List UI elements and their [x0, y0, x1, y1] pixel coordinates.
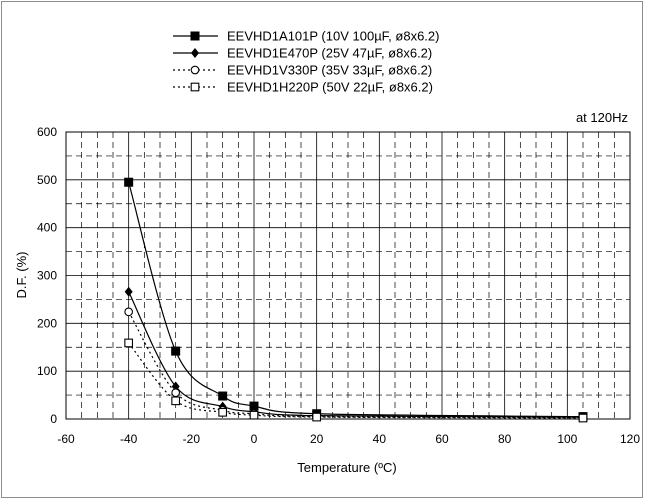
x-axis-label: Temperature (ºC): [297, 460, 396, 475]
x-tick-label: 100: [557, 432, 577, 446]
legend-label-a101p: EEVHD1A101P (10V 100µF, ø8x6.2): [227, 29, 439, 44]
data-point-h220p: [218, 407, 228, 417]
data-point-a101p: [218, 391, 228, 401]
y-tick-label: 600: [37, 125, 57, 139]
plot-area: [65, 131, 631, 420]
series-line-a101p: [128, 182, 584, 418]
data-point-v330p: [171, 388, 181, 398]
y-tick-label: 400: [37, 221, 57, 235]
data-point-e470p: [124, 286, 133, 297]
data-point-h220p: [124, 338, 134, 348]
curves: [128, 182, 584, 419]
x-tick-label: 40: [373, 432, 387, 446]
data-point-h220p: [312, 412, 322, 422]
data-point-a101p: [171, 346, 181, 356]
legend-label-v330p: EEVHD1V330P (35V 33µF, ø8x6.2): [227, 63, 432, 78]
markers: [124, 177, 588, 423]
data-point-h220p: [171, 396, 181, 406]
y-tick-label: 500: [37, 173, 57, 187]
y-tick-label: 300: [37, 269, 57, 283]
x-tick-label: 20: [310, 432, 324, 446]
grid: [66, 132, 630, 419]
legend-marker-h220p: [190, 82, 200, 92]
legend: EEVHD1A101P (10V 100µF, ø8x6.2) EEVHD1E47…: [173, 29, 439, 95]
legend-label-h220p: EEVHD1H220P (50V 22µF, ø8x6.2): [227, 80, 433, 95]
x-tick-label: 120: [620, 432, 640, 446]
data-point-h220p: [578, 413, 588, 423]
legend-label-e470p: EEVHD1E470P (25V 47µF, ø8x6.2): [227, 46, 432, 61]
legend-marker-v330p: [190, 65, 200, 75]
x-tick-label: 60: [435, 432, 449, 446]
x-tick-label: 0: [251, 432, 258, 446]
y-tick-label: 0: [50, 412, 57, 426]
x-tick-label: -40: [120, 432, 138, 446]
frequency-annotation: at 120Hz: [576, 110, 628, 125]
series-line-e470p: [128, 291, 584, 418]
x-tick-label: 80: [498, 432, 512, 446]
y-tick-label: 200: [37, 316, 57, 330]
data-point-h220p: [249, 410, 259, 420]
tick-labels: -60 -40 -20 0 20 40 60 80 100 120 0 100 200 300 400 500…: [37, 125, 640, 446]
legend-marker-e470p: [191, 48, 199, 58]
x-tick-label: -60: [57, 432, 75, 446]
data-point-a101p: [124, 177, 134, 187]
y-tick-label: 100: [37, 364, 57, 378]
data-point-a101p: [249, 401, 259, 411]
legend-marker-a101p: [190, 31, 200, 41]
x-tick-label: -20: [183, 432, 201, 446]
y-axis-label: D.F. (%): [14, 252, 29, 299]
data-point-v330p: [124, 307, 134, 317]
